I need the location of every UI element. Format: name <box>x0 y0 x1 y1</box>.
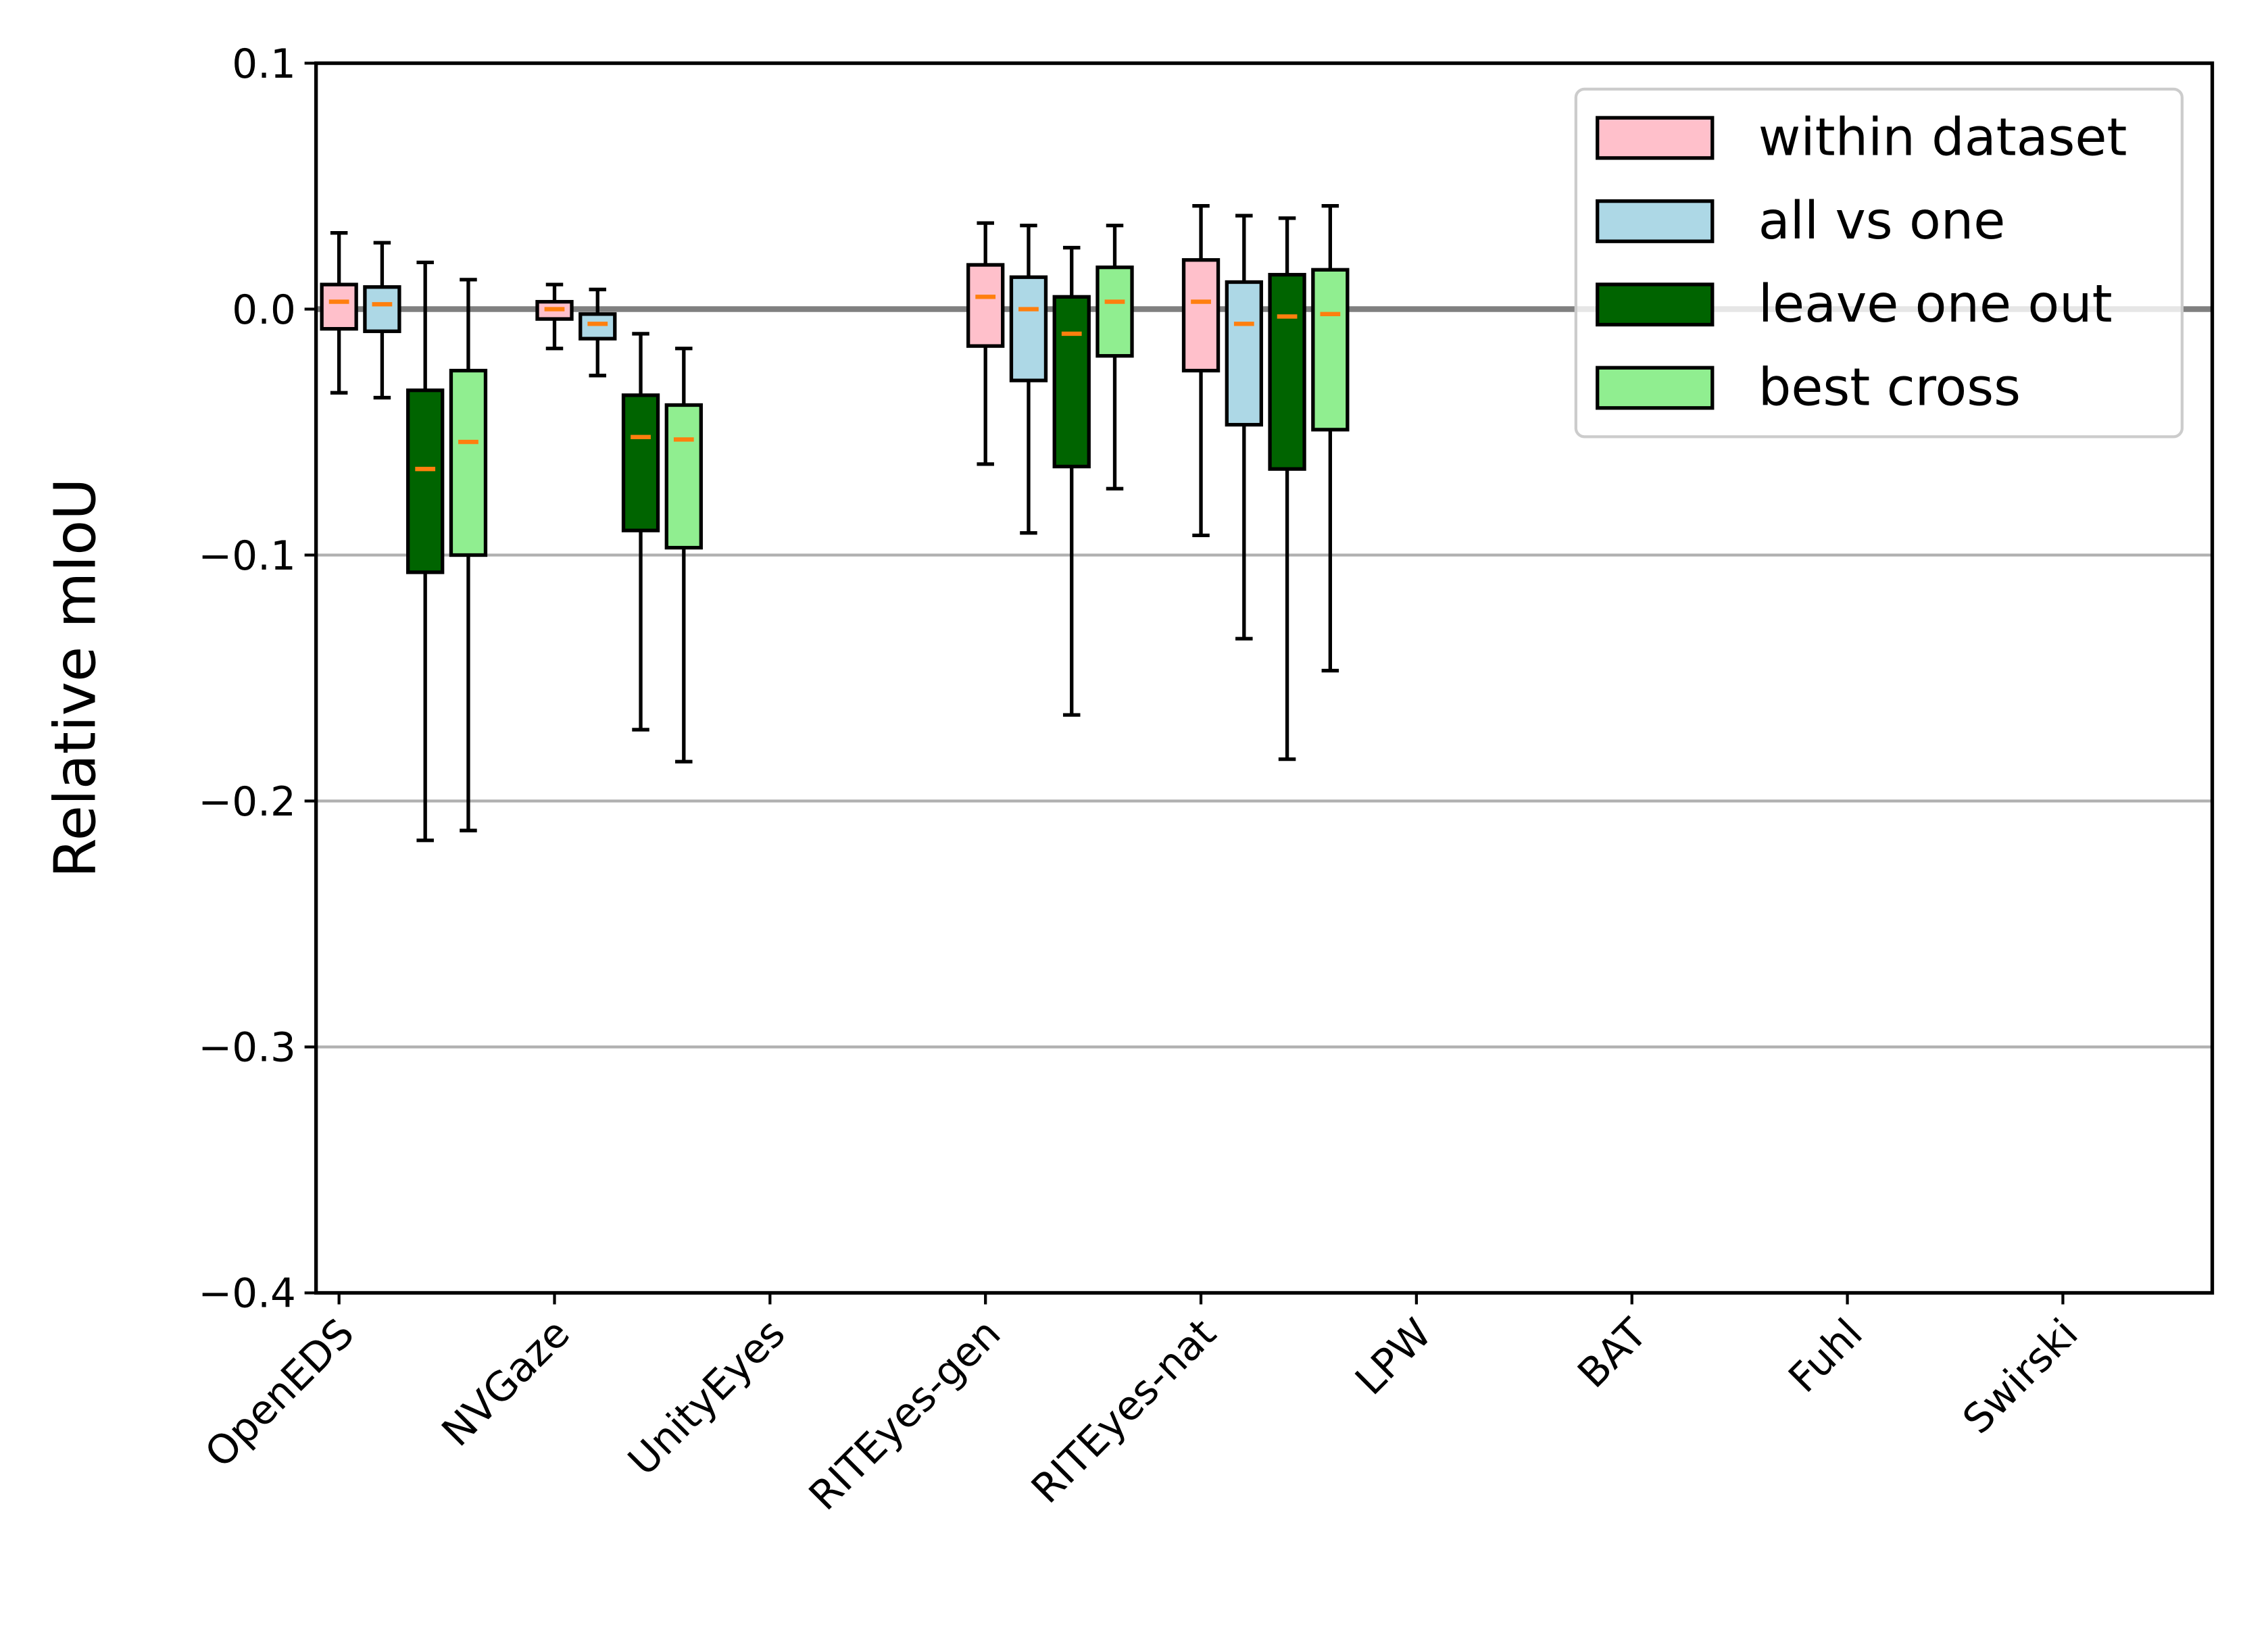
y-axis-label: Relative mIoU <box>42 478 109 878</box>
legend-swatch <box>1596 282 1715 327</box>
x-tick-label: RITEyes-nat <box>1023 1310 1226 1513</box>
x-tick-label: UnityEyes <box>620 1310 795 1485</box>
y-tick-label: −0.4 <box>198 1271 296 1318</box>
box <box>1095 265 1134 358</box>
box <box>578 312 617 341</box>
box <box>1009 275 1048 382</box>
box <box>406 388 445 574</box>
legend-label: all vs one <box>1758 191 2006 251</box>
x-tick-label: OpenEDS <box>197 1310 364 1477</box>
box <box>320 282 358 331</box>
plot-frame <box>314 61 2215 1295</box>
legend-box <box>1574 87 2184 439</box>
box <box>664 403 703 550</box>
y-tick-label: −0.2 <box>198 779 296 826</box>
box <box>1311 268 1350 432</box>
box <box>966 263 1005 348</box>
x-tick-label: LPW <box>1347 1310 1441 1404</box>
box <box>1225 280 1263 427</box>
box <box>1181 258 1221 373</box>
legend-swatch <box>1596 116 1715 160</box>
x-tick-label: NVGaze <box>433 1310 578 1455</box>
y-tick-label: 0.1 <box>232 41 296 88</box>
box <box>449 368 488 557</box>
box <box>621 393 660 532</box>
box <box>363 285 401 333</box>
box <box>1268 272 1306 471</box>
y-tick-label: −0.1 <box>198 533 296 580</box>
legend-label: within dataset <box>1758 108 2127 168</box>
legend-label: leave one out <box>1758 274 2113 334</box>
legend-swatch <box>1596 199 1715 243</box>
x-tick-label: Fuhl <box>1780 1310 1872 1402</box>
x-tick-label: Swirski <box>1954 1310 2088 1443</box>
y-tick-label: 0.0 <box>232 287 296 334</box>
box <box>1052 295 1091 469</box>
legend-swatch <box>1596 366 1715 410</box>
y-tick-label: −0.3 <box>198 1025 296 1072</box>
x-tick-label: BAT <box>1569 1310 1656 1397</box>
legend-label: best cross <box>1758 358 2021 418</box>
x-tick-label: RITEyes-gen <box>800 1310 1010 1520</box>
